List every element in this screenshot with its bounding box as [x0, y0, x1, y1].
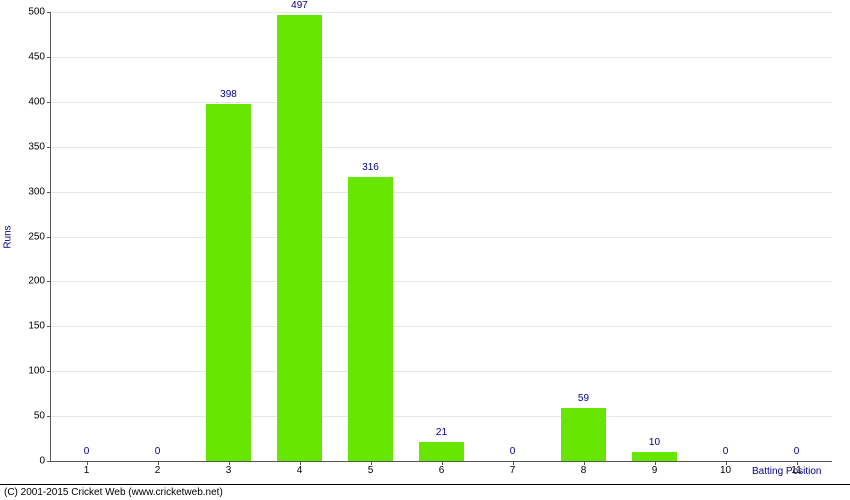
bar: 10: [632, 452, 676, 461]
gridline: [51, 237, 832, 238]
x-tick-label: 7: [510, 465, 516, 476]
bar: 59: [561, 408, 605, 461]
x-tick-label: 5: [368, 465, 374, 476]
bar-value-label: 398: [220, 89, 237, 100]
bar-value-label: 0: [510, 446, 516, 457]
gridline: [51, 102, 832, 103]
y-tick: [47, 12, 51, 13]
chart-container: 0501001502002503003504004505001020339844…: [0, 0, 850, 500]
y-tick-label: 350: [28, 141, 45, 152]
bar-value-label: 59: [578, 393, 589, 404]
y-tick: [47, 281, 51, 282]
x-tick-label: 3: [226, 465, 232, 476]
y-tick-label: 0: [39, 456, 45, 467]
y-tick-label: 50: [34, 411, 45, 422]
y-tick-label: 150: [28, 321, 45, 332]
gridline: [51, 57, 832, 58]
y-tick-label: 500: [28, 7, 45, 18]
y-tick: [47, 461, 51, 462]
gridline: [51, 281, 832, 282]
x-tick-label: 2: [155, 465, 161, 476]
y-tick: [47, 237, 51, 238]
bar: 398: [206, 104, 250, 461]
gridline: [51, 326, 832, 327]
y-axis-label: Runs: [3, 225, 14, 248]
y-tick: [47, 57, 51, 58]
x-tick-label: 4: [297, 465, 303, 476]
y-tick-label: 100: [28, 366, 45, 377]
gridline: [51, 192, 832, 193]
y-tick-label: 300: [28, 186, 45, 197]
bar-value-label: 0: [794, 446, 800, 457]
x-tick-label: 8: [581, 465, 587, 476]
y-tick: [47, 326, 51, 327]
gridline: [51, 371, 832, 372]
y-tick: [47, 371, 51, 372]
gridline: [51, 12, 832, 13]
x-tick-label: 9: [652, 465, 658, 476]
y-tick: [47, 192, 51, 193]
gridline: [51, 147, 832, 148]
y-tick-label: 400: [28, 96, 45, 107]
bar-value-label: 10: [649, 437, 660, 448]
y-tick: [47, 102, 51, 103]
bar: 21: [419, 442, 463, 461]
bar-value-label: 0: [155, 446, 161, 457]
x-tick-label: 1: [84, 465, 90, 476]
y-tick: [47, 416, 51, 417]
x-tick-label: 6: [439, 465, 445, 476]
bar-value-label: 0: [84, 446, 90, 457]
bar-value-label: 497: [291, 0, 308, 11]
bar-value-label: 0: [723, 446, 729, 457]
y-tick-label: 250: [28, 231, 45, 242]
y-tick: [47, 147, 51, 148]
x-axis-label: Batting Position: [752, 466, 822, 477]
gridline: [51, 416, 832, 417]
y-tick-label: 200: [28, 276, 45, 287]
y-tick-label: 450: [28, 51, 45, 62]
bar-value-label: 21: [436, 427, 447, 438]
copyright-footer: (C) 2001-2015 Cricket Web (www.cricketwe…: [0, 484, 850, 500]
x-tick-label: 10: [720, 465, 731, 476]
bar: 497: [277, 15, 321, 461]
plot-area: 0501001502002503003504004505001020339844…: [50, 12, 832, 462]
bar-value-label: 316: [362, 162, 379, 173]
bar: 316: [348, 177, 392, 461]
